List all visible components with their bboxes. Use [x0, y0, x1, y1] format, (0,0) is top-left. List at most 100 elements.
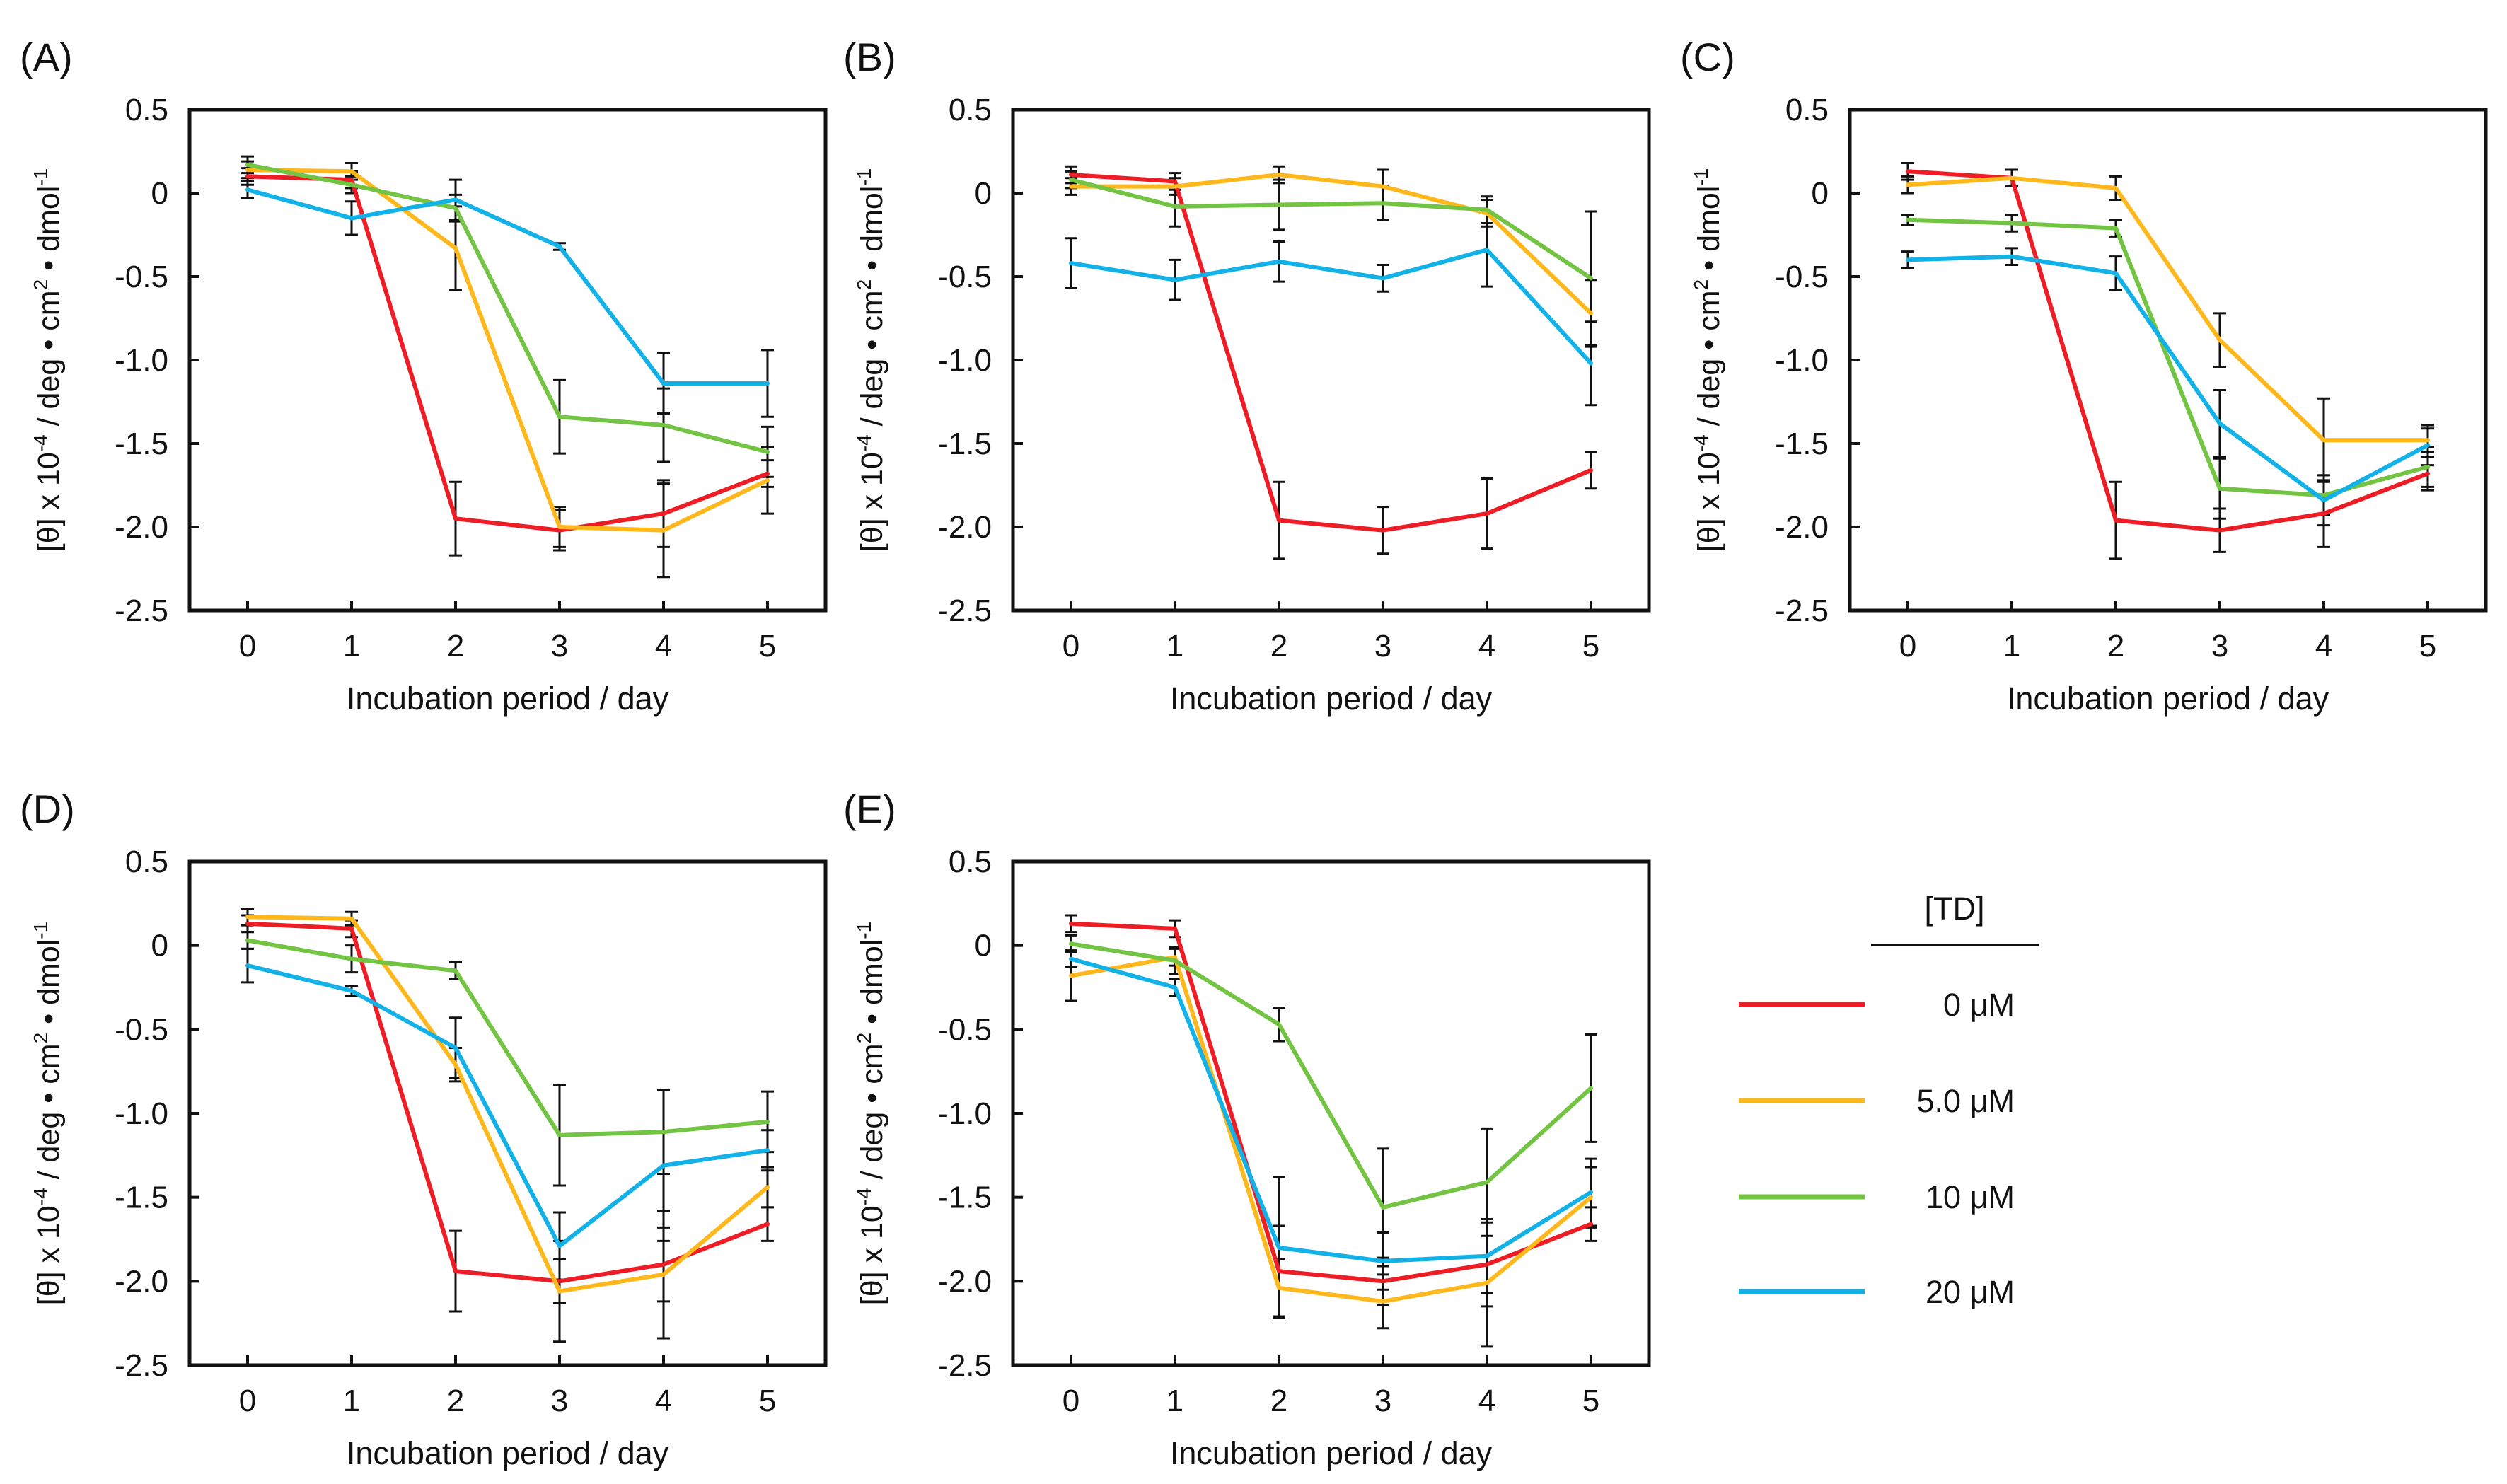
- legend-title: [TD]: [1925, 891, 1985, 927]
- y-axis-title: [θ] x 10-4 / deg • cm2 • dmol-1: [853, 168, 889, 552]
- x-tick-label: 3: [1374, 1384, 1391, 1418]
- x-tick-label: 5: [1582, 629, 1599, 663]
- chart-panel-e: (E) 0.5 0 -0.5 -1.0 -1.5 -2.0 -2.5 0 1 2 3 4 5 Incubat…: [843, 787, 1651, 1471]
- y-tick-label: -1.0: [938, 343, 992, 378]
- x-tick-label: 2: [447, 629, 464, 663]
- y-axis-title-mid: / deg • cm: [32, 290, 66, 434]
- series-line-10-m: [1069, 941, 1593, 1210]
- legend-label: 0 μM: [1943, 987, 2015, 1023]
- y-tick-label: -2.0: [115, 510, 168, 545]
- series-line-5-0-m: [1906, 175, 2430, 443]
- y-tick-label: 0: [151, 929, 168, 963]
- y-tick-label: -0.5: [115, 1012, 168, 1047]
- chart-panels: (A) 0.5 0 -0.5 -1.0 -1.5 -2.0 -2.5 0 1 2 3 4 5 Incubat…: [20, 35, 2488, 1471]
- y-axis-title-post: • dmol: [32, 186, 66, 279]
- y-axis-title: [θ] x 10-4 / deg • cm2 • dmol-1: [1690, 168, 1726, 552]
- x-tick-label: 5: [1582, 1384, 1599, 1418]
- y-tick-label: -0.5: [115, 260, 168, 294]
- chart-panel-d: (D) 0.5 0 -0.5 -1.0 -1.5 -2.0 -2.5 0 1 2 3 4 5 Incubat…: [20, 787, 828, 1471]
- y-tick-label: -1.0: [115, 1096, 168, 1131]
- y-tick-label: -2.0: [938, 510, 992, 545]
- y-tick-label: -2.5: [938, 1348, 992, 1383]
- y-axis-title-sup3: -1: [853, 168, 875, 186]
- y-axis-title: [θ] x 10-4 / deg • cm2 • dmol-1: [853, 922, 889, 1305]
- y-axis-title-mid: / deg • cm: [855, 1043, 889, 1188]
- panel-letter: (A): [20, 35, 73, 79]
- x-tick-label: 0: [1899, 629, 1916, 663]
- y-axis-title-sup1: -4: [30, 434, 52, 452]
- y-tick-label: 0: [975, 929, 992, 963]
- x-tick-label: 3: [551, 629, 568, 663]
- x-tick-label: 1: [1166, 629, 1183, 663]
- y-tick-label: -1.5: [115, 427, 168, 461]
- y-tick-label: -0.5: [938, 260, 992, 294]
- y-tick-label: -2.5: [1775, 593, 1829, 628]
- y-tick-label: -2.0: [1775, 510, 1829, 545]
- y-tick-label: -1.5: [938, 1181, 992, 1215]
- y-axis-title-sup3: -1: [853, 922, 875, 939]
- legend-label: 20 μM: [1926, 1274, 2015, 1310]
- y-axis-title-post: • dmol: [32, 939, 66, 1033]
- panel-letter: (D): [20, 787, 75, 831]
- y-tick-label: -0.5: [938, 1012, 992, 1047]
- series-line-5-0-m: [1069, 955, 1593, 1304]
- y-axis-title-sup2: 2: [30, 279, 52, 291]
- y-tick-label: -2.5: [115, 593, 168, 628]
- series-5-0-m: [1901, 168, 2434, 483]
- series-line-10-m: [245, 938, 770, 1137]
- x-tick-label: 5: [2419, 629, 2436, 663]
- y-tick-label: -1.5: [1775, 427, 1829, 461]
- y-tick-label: -2.5: [115, 1348, 168, 1383]
- y-axis-title-sup3: -1: [30, 168, 52, 186]
- y-tick-label: -0.5: [1775, 260, 1829, 294]
- y-axis-title-sup3: -1: [30, 922, 52, 939]
- series-20-m: [1065, 949, 1597, 1320]
- y-tick-label: 0: [975, 176, 992, 211]
- y-axis-title-sup1: -4: [853, 434, 875, 452]
- x-tick-label: 4: [655, 629, 672, 663]
- series-5-0-m: [1065, 947, 1597, 1348]
- y-tick-label: -2.0: [115, 1264, 168, 1299]
- x-tick-label: 2: [1270, 629, 1287, 663]
- series-10-m: [1065, 934, 1597, 1268]
- y-tick-label: -1.5: [115, 1181, 168, 1215]
- x-axis-title: Incubation period / day: [1170, 680, 1493, 717]
- panel-letter: (C): [1680, 35, 1735, 79]
- x-tick-label: 1: [343, 629, 360, 663]
- x-tick-label: 2: [447, 1384, 464, 1418]
- series-line-0-m: [1069, 921, 1593, 1284]
- x-tick-label: 4: [2315, 629, 2332, 663]
- series-line-0-m: [245, 921, 770, 1284]
- y-axis-title-post: • dmol: [855, 186, 889, 279]
- legend-label: 10 μM: [1926, 1179, 2015, 1215]
- legend-entry-5-0-m: 5.0 μM: [1739, 1083, 2015, 1119]
- y-axis-title-sup3: -1: [1690, 168, 1712, 186]
- series-20-m: [241, 947, 774, 1281]
- x-tick-label: 0: [239, 629, 256, 663]
- y-axis-title-mid: / deg • cm: [1692, 290, 1726, 434]
- y-tick-label: 0: [1812, 176, 1829, 211]
- x-tick-label: 1: [1166, 1384, 1183, 1418]
- y-tick-label: 0.5: [1785, 93, 1829, 127]
- y-axis-title-sup2: 2: [1690, 279, 1712, 291]
- y-tick-label: -2.0: [938, 1264, 992, 1299]
- y-tick-label: 0.5: [949, 93, 992, 127]
- panel-letter: (E): [843, 787, 896, 831]
- legend-entries: 0 μM 5.0 μM 10 μM 20 μM: [1739, 987, 2015, 1310]
- y-axis-title-mid: / deg • cm: [32, 1043, 66, 1188]
- y-axis-title-sup2: 2: [853, 279, 875, 291]
- chart-panel-c: (C) 0.5 0 -0.5 -1.0 -1.5 -2.0 -2.5 0 1 2 3 4 5 Incubat…: [1680, 35, 2488, 717]
- series-line-20-m: [1069, 956, 1593, 1263]
- chart-panel-a: (A) 0.5 0 -0.5 -1.0 -1.5 -2.0 -2.5 0 1 2 3 4 5 Incubat…: [20, 35, 828, 717]
- x-tick-label: 4: [655, 1384, 672, 1418]
- y-tick-label: -1.0: [115, 343, 168, 378]
- series-0-m: [241, 167, 774, 557]
- y-axis-title-post: • dmol: [1692, 186, 1726, 279]
- x-tick-label: 0: [1063, 629, 1079, 663]
- y-tick-label: 0.5: [125, 845, 168, 879]
- x-axis-title: Incubation period / day: [2007, 680, 2329, 717]
- series-line-5-0-m: [245, 915, 770, 1294]
- x-tick-label: 3: [551, 1384, 568, 1418]
- x-tick-label: 2: [1270, 1384, 1287, 1418]
